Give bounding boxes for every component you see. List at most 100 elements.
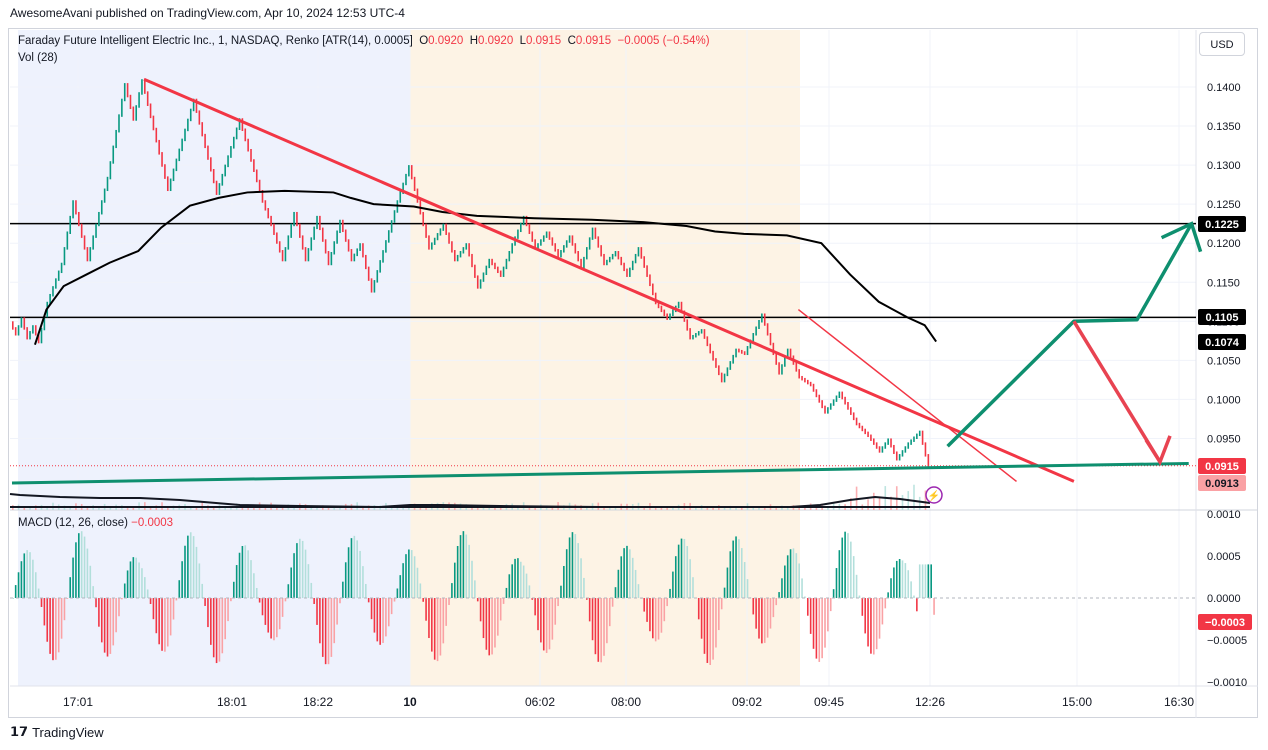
renko-brick xyxy=(540,239,542,246)
renko-brick xyxy=(100,200,103,215)
macd-histogram-bar xyxy=(801,578,803,598)
macd-histogram-bar xyxy=(393,598,396,602)
macd-histogram-bar xyxy=(164,598,166,652)
macd-histogram-bar xyxy=(476,598,479,602)
macd-histogram-bar xyxy=(187,535,189,598)
symbol-title[interactable]: Faraday Future Intelligent Electric Inc.… xyxy=(18,35,413,47)
renko-brick xyxy=(720,372,723,383)
renko-brick xyxy=(37,333,40,344)
volume-bar xyxy=(614,507,617,510)
renko-brick xyxy=(654,292,657,305)
renko-brick xyxy=(511,243,513,254)
macd-histogram-bar xyxy=(359,550,361,598)
renko-brick xyxy=(686,319,689,331)
macd-histogram-bar xyxy=(241,546,244,598)
macd-histogram-bar xyxy=(405,554,407,598)
renko-brick xyxy=(763,313,766,326)
macd-histogram-bar xyxy=(261,598,264,616)
renko-brick xyxy=(895,451,898,461)
macd-histogram-bar xyxy=(373,598,376,633)
renko-brick xyxy=(86,247,89,262)
renko-brick xyxy=(399,191,402,203)
renko-brick xyxy=(23,317,26,330)
macd-histogram-bar xyxy=(499,598,502,621)
volume-bar xyxy=(264,506,267,510)
renko-brick xyxy=(299,223,301,238)
macd-histogram-bar xyxy=(505,587,508,598)
renko-brick xyxy=(497,266,499,274)
macd-histogram-bar xyxy=(387,598,390,627)
lightning-icon[interactable] xyxy=(925,486,943,504)
renko-brick xyxy=(410,165,413,180)
volume-bar xyxy=(672,507,674,510)
macd-histogram-bar xyxy=(646,598,648,622)
macd-histogram-bar xyxy=(118,598,120,617)
macd-histogram-bar xyxy=(75,542,77,598)
macd-histogram-bar xyxy=(155,598,158,634)
macd-histogram-bar xyxy=(221,598,224,654)
currency-button[interactable]: USD xyxy=(1199,32,1245,56)
time-tick-label: 10 xyxy=(403,695,417,709)
renko-brick xyxy=(353,253,356,262)
renko-brick xyxy=(631,260,634,271)
renko-brick xyxy=(643,256,645,268)
volume-bar xyxy=(913,484,915,510)
renko-brick xyxy=(126,83,129,98)
renko-brick xyxy=(898,454,901,461)
open-label: O xyxy=(419,35,429,47)
volume-legend[interactable]: Vol (28) xyxy=(18,52,58,64)
macd-histogram-bar xyxy=(244,545,247,598)
renko-brick xyxy=(855,417,858,426)
renko-brick xyxy=(841,391,844,400)
renko-brick xyxy=(893,444,895,454)
macd-histogram-bar xyxy=(339,598,341,604)
macd-histogram-bar xyxy=(336,598,338,625)
macd-histogram-bar xyxy=(502,598,505,604)
renko-brick xyxy=(12,321,14,330)
time-tick-label: 12:26 xyxy=(915,695,945,709)
renko-brick xyxy=(809,381,812,387)
renko-brick xyxy=(347,239,350,252)
macd-histogram-bar xyxy=(100,598,103,643)
renko-brick xyxy=(795,362,798,372)
renko-brick xyxy=(158,139,160,155)
macd-histogram-bar xyxy=(347,547,350,598)
renko-brick xyxy=(712,350,714,361)
macd-histogram-bar xyxy=(78,533,80,598)
macd-histogram-bar xyxy=(402,563,404,598)
renko-brick xyxy=(123,83,126,102)
renko-brick xyxy=(324,239,327,254)
renko-brick xyxy=(359,243,361,251)
renko-brick xyxy=(474,264,476,278)
renko-brick xyxy=(640,247,643,259)
macd-histogram-bar xyxy=(69,577,71,598)
renko-brick xyxy=(175,158,178,172)
macd-histogram-bar xyxy=(847,533,849,598)
macd-histogram-bar xyxy=(878,598,881,639)
macd-histogram-bar xyxy=(752,598,755,615)
macd-histogram-bar xyxy=(806,598,809,616)
volume-bar xyxy=(333,507,336,510)
renko-brick xyxy=(528,223,531,234)
macd-histogram-bar xyxy=(132,557,135,598)
macd-histogram-bar xyxy=(689,559,691,598)
footer-brand[interactable]: 𝟭𝟳 TradingView xyxy=(10,724,104,740)
macd-histogram-bar xyxy=(844,531,846,598)
macd-histogram-bar xyxy=(652,598,654,639)
macd-legend[interactable]: MACD (12, 26, close) −0.0003 xyxy=(18,517,173,529)
renko-brick xyxy=(57,270,60,281)
renko-brick xyxy=(829,403,832,410)
macd-histogram-bar xyxy=(465,534,468,598)
macd-histogram-bar xyxy=(666,598,668,607)
macd-histogram-bar xyxy=(709,598,712,665)
macd-histogram-bar xyxy=(838,550,841,598)
macd-histogram-bar xyxy=(218,598,221,662)
macd-histogram-bar xyxy=(769,598,772,629)
volume-bar xyxy=(763,507,766,510)
macd-histogram-bar xyxy=(115,598,117,633)
trendline-channel xyxy=(797,308,1017,482)
renko-brick xyxy=(95,223,97,238)
renko-brick xyxy=(884,442,887,449)
macd-histogram-bar xyxy=(17,572,20,598)
